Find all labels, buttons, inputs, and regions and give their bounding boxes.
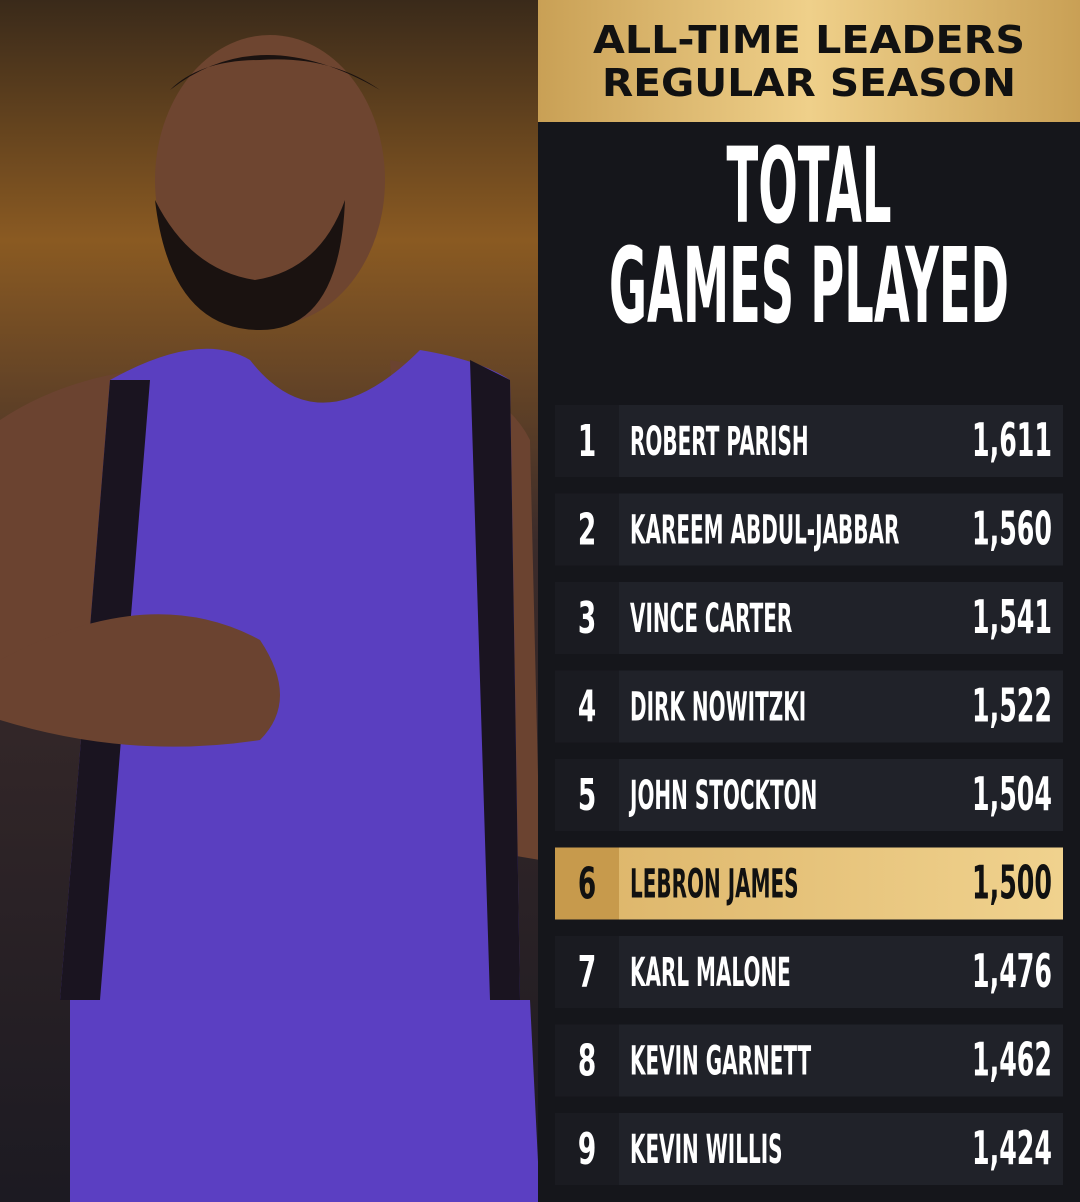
- leaderboard: 1 ROBERT PARISH 1,611 2 KAREEM ABDUL-JABBAR 1…: [555, 405, 1063, 1185]
- player-name: KAREEM ABDUL-JABBAR: [630, 508, 899, 554]
- rank: 1: [578, 415, 596, 467]
- rank: 9: [578, 1123, 596, 1175]
- player-name: JOHN STOCKTON: [629, 774, 818, 820]
- row-background: [555, 1024, 1063, 1097]
- rank-cell: [555, 1024, 619, 1097]
- value-group: 1,611: [972, 414, 1052, 467]
- leaderboard-row: 4 DIRK NOWITZKI 1,522: [555, 670, 1063, 743]
- rank-group: 1: [578, 415, 596, 467]
- name-group: JOHN STOCKTON: [629, 774, 818, 820]
- row-background: [555, 405, 1063, 477]
- row-background: [555, 582, 1063, 654]
- name-group: DIRK NOWITZKI: [630, 685, 806, 731]
- shorts: [70, 1000, 540, 1202]
- value-group: 1,500: [972, 856, 1052, 909]
- player-name: LEBRON JAMES: [630, 862, 799, 908]
- player-name: ROBERT PARISH: [630, 420, 809, 466]
- name-group: KEVIN WILLIS: [630, 1128, 783, 1174]
- rank-cell: [555, 759, 619, 831]
- rank: 2: [578, 503, 596, 555]
- leaderboard-row: 9 KEVIN WILLIS 1,424: [555, 1113, 1063, 1185]
- row-background: [555, 493, 1063, 566]
- row-background: [555, 847, 1063, 920]
- rank-group: 3: [578, 592, 596, 644]
- rank-group: 2: [578, 503, 596, 555]
- rank-group: 4: [578, 680, 596, 732]
- games-value: 1,424: [972, 1122, 1052, 1175]
- rank-cell: [555, 847, 619, 920]
- rank-cell: [555, 1113, 619, 1185]
- rank-cell: [555, 582, 619, 654]
- hand: [0, 614, 280, 747]
- value-group: 1,476: [972, 945, 1052, 998]
- rank-group: 7: [578, 946, 596, 998]
- jersey-trim: [60, 360, 520, 1000]
- leaderboard-row: 1 ROBERT PARISH 1,611: [555, 405, 1063, 477]
- jersey: [60, 348, 520, 1000]
- value-group: 1,462: [972, 1033, 1052, 1086]
- games-value: 1,462: [972, 1033, 1052, 1086]
- name-group: LEBRON JAMES: [630, 862, 799, 908]
- header-band: [538, 0, 1080, 122]
- rank-cell: [555, 936, 619, 1008]
- rank: 8: [578, 1034, 596, 1086]
- name-group: KAREEM ABDUL-JABBAR: [630, 508, 899, 554]
- games-value: 1,504: [972, 768, 1052, 821]
- title-line: GAMES PLAYED: [609, 225, 1009, 347]
- row-background: [555, 1113, 1063, 1185]
- title-line: TOTAL: [727, 125, 892, 247]
- games-value: 1,611: [972, 414, 1052, 467]
- leaderboard-row: 3 VINCE CARTER 1,541: [555, 582, 1063, 654]
- name-group: KEVIN GARNETT: [630, 1039, 811, 1085]
- row-background: [555, 670, 1063, 743]
- rank-cell: [555, 493, 619, 566]
- rank-cell: [555, 405, 619, 477]
- value-group: 1,522: [972, 679, 1052, 732]
- rank: 7: [578, 946, 596, 998]
- games-value: 1,541: [972, 591, 1052, 644]
- rank: 4: [578, 680, 596, 732]
- value-group: 1,504: [972, 768, 1052, 821]
- row-background: [555, 759, 1063, 831]
- value-group: 1,424: [972, 1122, 1052, 1175]
- games-value: 1,560: [972, 502, 1052, 555]
- player-name: KARL MALONE: [630, 951, 791, 997]
- rank-group: 5: [578, 769, 596, 821]
- beard: [155, 200, 345, 330]
- name-group: KARL MALONE: [630, 951, 791, 997]
- rank-group: 6: [578, 857, 596, 909]
- games-value: 1,522: [972, 679, 1052, 732]
- value-group: 1,541: [972, 591, 1052, 644]
- games-value: 1,476: [972, 945, 1052, 998]
- rank-group: 8: [578, 1034, 596, 1086]
- rank: 5: [578, 769, 596, 821]
- leaderboard-row: 7 KARL MALONE 1,476: [555, 936, 1063, 1008]
- player-name: KEVIN WILLIS: [630, 1128, 783, 1174]
- rank: 6: [578, 857, 596, 909]
- value-group: 1,560: [972, 502, 1052, 555]
- leaderboard-row: 2 KAREEM ABDUL-JABBAR 1,560: [555, 493, 1063, 566]
- row-background: [555, 936, 1063, 1008]
- header-line: ALL-TIME LEADERS: [593, 18, 1025, 62]
- name-group: VINCE CARTER: [630, 597, 792, 643]
- player-name: VINCE CARTER: [630, 597, 792, 643]
- rank: 3: [578, 592, 596, 644]
- player-name: DIRK NOWITZKI: [630, 685, 806, 731]
- leaderboard-row: 6 LEBRON JAMES 1,500: [555, 847, 1063, 920]
- name-group: ROBERT PARISH: [630, 420, 809, 466]
- leaderboard-row: 5 JOHN STOCKTON 1,504: [555, 759, 1063, 831]
- leaderboard-row: 8 KEVIN GARNETT 1,462: [555, 1024, 1063, 1097]
- header-line: REGULAR SEASON: [602, 61, 1016, 105]
- rank-cell: [555, 670, 619, 743]
- rank-group: 9: [578, 1123, 596, 1175]
- games-value: 1,500: [972, 856, 1052, 909]
- player-name: KEVIN GARNETT: [630, 1039, 811, 1085]
